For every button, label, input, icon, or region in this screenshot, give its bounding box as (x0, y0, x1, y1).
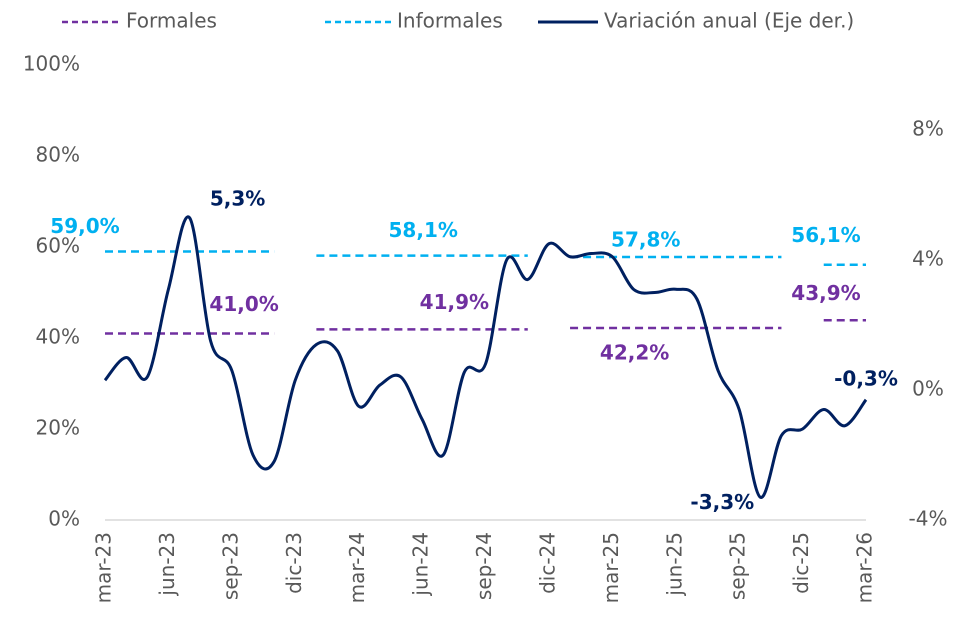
x-tick-label: dic-23 (282, 532, 306, 594)
data-label: 59,0% (50, 214, 119, 238)
data-label: -3,3% (690, 490, 754, 514)
data-label: 5,3% (210, 186, 265, 210)
data-label: 43,9% (791, 281, 860, 305)
legend-label: Formales (126, 9, 217, 33)
y-tick-label: 60% (36, 234, 80, 258)
series-line (105, 250, 866, 266)
y2-tick-label: 4% (912, 247, 944, 271)
y-tick-label: 20% (36, 416, 80, 440)
x-tick-label: mar-23 (92, 532, 116, 603)
y2-tick-label: 0% (912, 377, 944, 401)
data-label: 57,8% (611, 228, 680, 252)
legend-label: Informales (397, 9, 503, 33)
y2-tick-label: 8% (912, 117, 944, 141)
x-tick-label: jun-23 (155, 532, 179, 597)
y-tick-label: 40% (36, 325, 80, 349)
x-tick-label: dic-24 (535, 532, 559, 594)
data-label: 56,1% (791, 223, 860, 247)
data-label: 58,1% (389, 218, 458, 242)
data-label: -0,3% (834, 366, 898, 390)
x-tick-label: sep-25 (726, 532, 750, 600)
x-tick-label: dic-25 (789, 532, 813, 594)
series-line (105, 319, 866, 335)
series-line (103, 215, 868, 499)
x-tick-label: jun-25 (662, 532, 686, 597)
y-tick-label: 0% (48, 507, 80, 531)
y2-tick-label: -4% (909, 507, 948, 531)
x-tick-label: mar-24 (345, 532, 369, 603)
x-tick-label: mar-25 (599, 532, 623, 603)
x-tick-label: sep-23 (218, 532, 242, 600)
x-tick-label: jun-24 (409, 532, 433, 597)
data-label: 41,0% (209, 292, 278, 316)
x-tick-label: sep-24 (472, 532, 496, 600)
legend-label: Variación anual (Eje der.) (604, 9, 854, 33)
data-label: 42,2% (600, 340, 669, 364)
x-tick-label: mar-26 (853, 532, 877, 603)
y-tick-label: 80% (36, 143, 80, 167)
data-label: 41,9% (420, 290, 489, 314)
y-tick-label: 100% (23, 52, 80, 76)
